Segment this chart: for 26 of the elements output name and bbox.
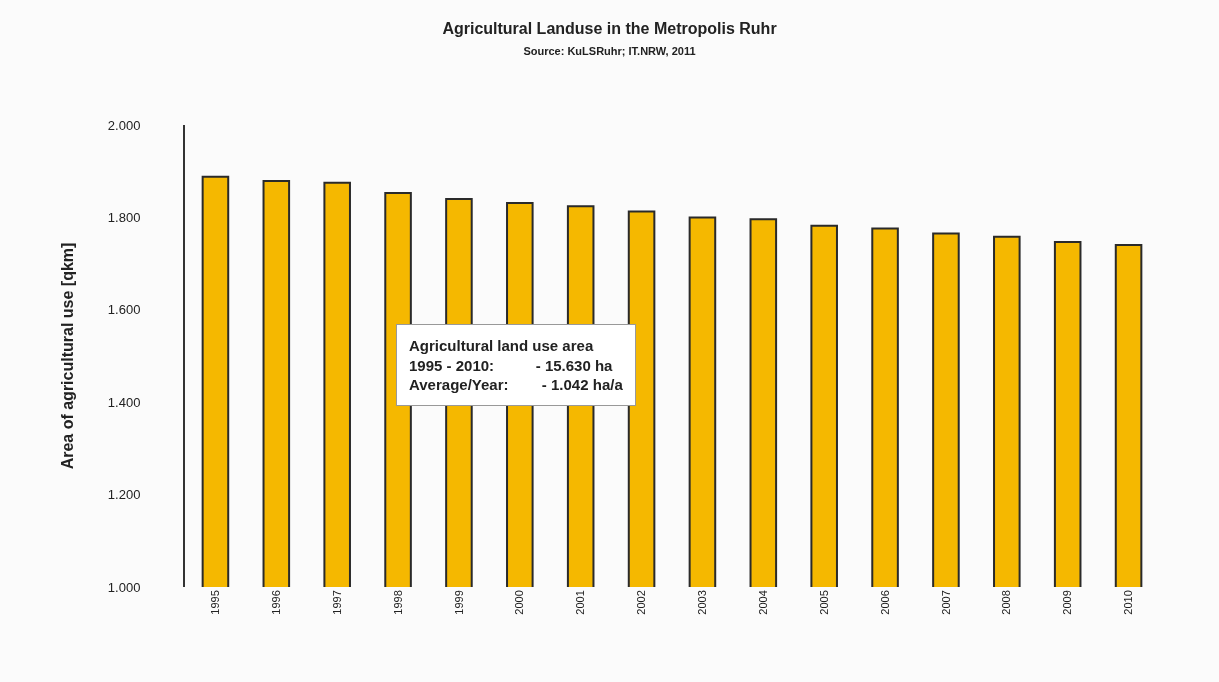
x-tick-label: 2001 (574, 590, 587, 615)
chart-title: Agricultural Landuse in the Metropolis Ruhr (442, 20, 777, 38)
x-tick-label: 1995 (209, 590, 222, 615)
y-tick-label: 1.000 (107, 579, 141, 595)
y-tick-label: 1.400 (107, 394, 141, 410)
y-tick-label: 2.000 (107, 117, 141, 133)
x-tick-label: 2008 (1000, 590, 1013, 615)
y-tick-label: 1.600 (107, 302, 141, 318)
x-tick-label: 2004 (756, 590, 769, 615)
x-tick-label: 2007 (939, 590, 952, 615)
x-tick-label: 1999 (452, 590, 465, 615)
x-tick-label: 2005 (817, 590, 830, 615)
x-tick-label: 1998 (391, 590, 404, 615)
x-tick-label: 2002 (635, 590, 648, 615)
x-tick-label: 2010 (1122, 590, 1135, 615)
y-tick-label: 1.800 (107, 209, 141, 225)
y-tick-label: 1.200 (107, 487, 141, 503)
y-axis-title: Area of agricultural use [qkm] (59, 242, 77, 470)
x-tick-label: 2009 (1061, 590, 1074, 615)
x-tick-label: 2006 (878, 590, 891, 615)
x-tick-label: 1996 (269, 590, 282, 615)
annotation: Agricultural land use area 1995 - 2010: - 15.630 ha Average/Year: - 1.042 ha/a (409, 337, 624, 393)
x-tick-label: 2000 (513, 590, 526, 615)
chart-subtitle: Source: KuLSRuhr; IT.NRW, 2011 (523, 44, 696, 57)
x-tick-label: 1997 (330, 590, 343, 615)
x-tick-label: 2003 (696, 590, 709, 615)
